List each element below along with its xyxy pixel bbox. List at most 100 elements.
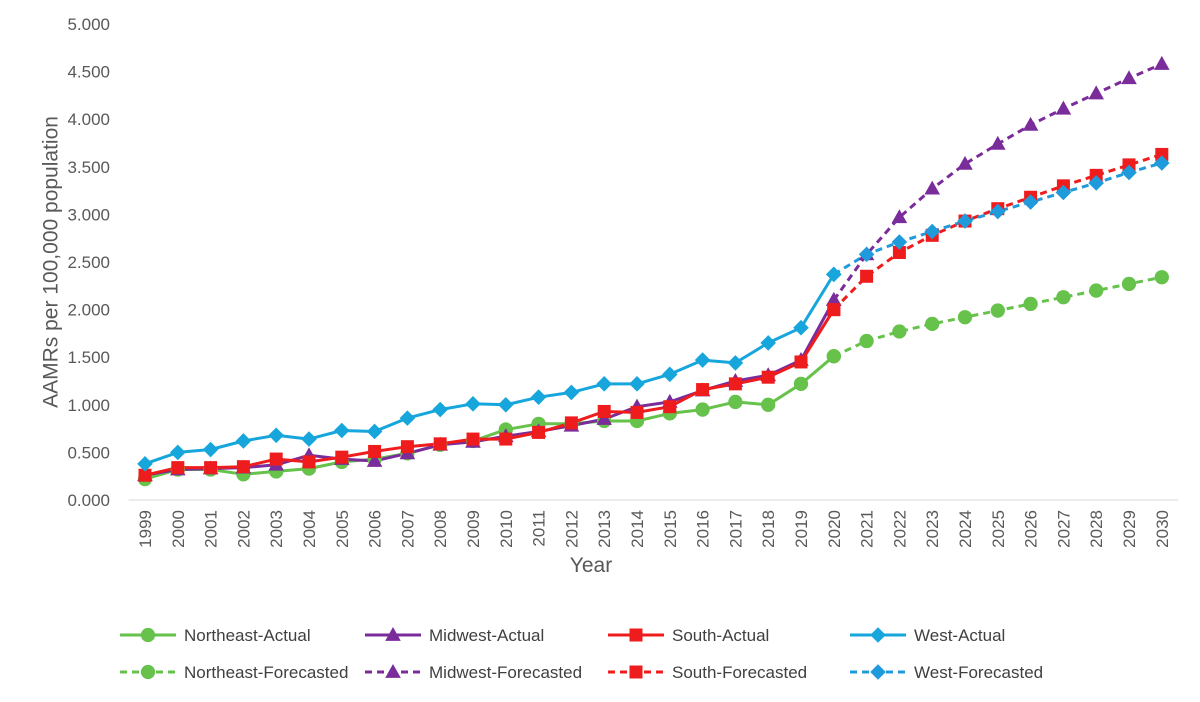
- data-point: [629, 376, 645, 392]
- data-point: [924, 223, 940, 240]
- y-tick-label: 0.500: [67, 443, 110, 462]
- legend-item: Midwest-Forecasted: [365, 663, 582, 682]
- data-point: [892, 245, 906, 259]
- data-point: [432, 401, 448, 418]
- x-tick-label: 2027: [1054, 510, 1073, 548]
- legend: Northeast-Actual Midwest-Actual South-Actu…: [120, 626, 1043, 682]
- data-point: [498, 397, 514, 413]
- x-tick-label: 2014: [628, 510, 647, 548]
- data-point: [1154, 55, 1170, 70]
- data-point: [892, 324, 907, 339]
- x-tick-label: 2012: [562, 510, 581, 548]
- series-line: [144, 273, 836, 466]
- x-tick-label: 2015: [661, 510, 680, 548]
- data-point: [826, 292, 842, 306]
- y-tick-label: 4.000: [67, 110, 110, 129]
- x-tick-label: 2000: [169, 510, 188, 548]
- data-point: [138, 468, 152, 482]
- data-point: [530, 389, 547, 405]
- x-tick-label: 2004: [300, 510, 319, 548]
- y-tick-label: 3.000: [67, 205, 110, 224]
- data-point: [793, 376, 809, 392]
- data-point: [335, 450, 349, 464]
- legend-label: West-Actual: [914, 626, 1005, 645]
- legend-item: South-Actual: [608, 626, 769, 645]
- x-tick-label: 2008: [431, 510, 450, 548]
- data-point: [1121, 276, 1137, 292]
- data-point: [859, 333, 874, 349]
- data-point: [1089, 283, 1104, 298]
- data-point: [794, 355, 808, 369]
- x-tick-label: 2026: [1022, 510, 1041, 548]
- data-point: [924, 180, 940, 195]
- data-point: [1154, 155, 1170, 171]
- data-point: [368, 444, 382, 458]
- x-tick-label: 2011: [530, 510, 549, 547]
- data-point: [1155, 147, 1169, 161]
- legend-label: South-Forecasted: [672, 663, 807, 682]
- legend-marker: [870, 627, 886, 643]
- legend-marker: [870, 664, 886, 680]
- data-point: [1055, 100, 1072, 115]
- y-tick-label: 4.500: [67, 63, 110, 82]
- legend-item: West-Actual: [850, 626, 1005, 645]
- x-axis-title: Year: [570, 554, 612, 577]
- data-point: [399, 410, 416, 426]
- x-tick-label: 2025: [989, 510, 1008, 548]
- series-line: [833, 161, 1163, 276]
- data-point: [728, 377, 742, 391]
- data-point: [1022, 194, 1039, 210]
- data-point: [860, 269, 874, 283]
- legend-marker: [140, 627, 156, 643]
- data-point: [1055, 184, 1072, 201]
- legend-marker: [385, 663, 401, 678]
- series-line: [144, 308, 836, 477]
- data-point: [630, 405, 644, 419]
- y-tick-label: 3.500: [67, 158, 110, 177]
- x-tick-label: 2013: [595, 510, 614, 548]
- x-tick-label: 2007: [398, 510, 417, 548]
- data-point: [204, 461, 218, 475]
- data-point: [236, 460, 250, 474]
- x-tick-label: 2019: [792, 510, 811, 548]
- legend-marker: [140, 664, 156, 680]
- y-tick-label: 1.500: [67, 348, 110, 367]
- data-point: [694, 352, 711, 368]
- data-point: [1121, 70, 1137, 85]
- y-tick-label: 0.000: [67, 491, 110, 510]
- legend-marker: [385, 626, 401, 641]
- data-point: [334, 422, 350, 439]
- data-point: [695, 402, 710, 417]
- legend-label: South-Actual: [672, 626, 769, 645]
- data-point: [400, 440, 414, 454]
- data-point: [761, 397, 776, 412]
- data-point: [990, 303, 1005, 318]
- legend-marker: [629, 628, 643, 642]
- data-point: [235, 433, 252, 449]
- data-point: [301, 431, 317, 447]
- x-tick-label: 2028: [1087, 510, 1106, 548]
- data-point: [696, 383, 710, 397]
- legend-label: West-Forecasted: [914, 663, 1043, 682]
- x-tick-label: 2021: [858, 510, 877, 548]
- data-point: [1023, 296, 1038, 312]
- series-line: [144, 355, 835, 481]
- data-point: [596, 411, 612, 425]
- x-tick-label: 1999: [136, 510, 155, 548]
- data-point: [793, 319, 809, 336]
- data-point: [466, 432, 480, 446]
- y-tick-label: 5.000: [67, 15, 110, 34]
- x-tick-label: 2005: [333, 510, 352, 548]
- data-point: [891, 209, 908, 224]
- legend-item: Midwest-Actual: [365, 626, 544, 645]
- x-tick-label: 2023: [923, 510, 942, 548]
- data-point: [171, 461, 185, 475]
- legend-label: Midwest-Actual: [429, 626, 544, 645]
- y-tick-label: 2.500: [67, 253, 110, 272]
- data-point: [957, 155, 973, 170]
- data-point: [137, 456, 153, 472]
- data-point: [858, 246, 875, 263]
- y-axis-title: AAMRs per 100,000 population: [40, 116, 63, 408]
- data-point: [662, 366, 678, 383]
- data-point: [957, 310, 973, 325]
